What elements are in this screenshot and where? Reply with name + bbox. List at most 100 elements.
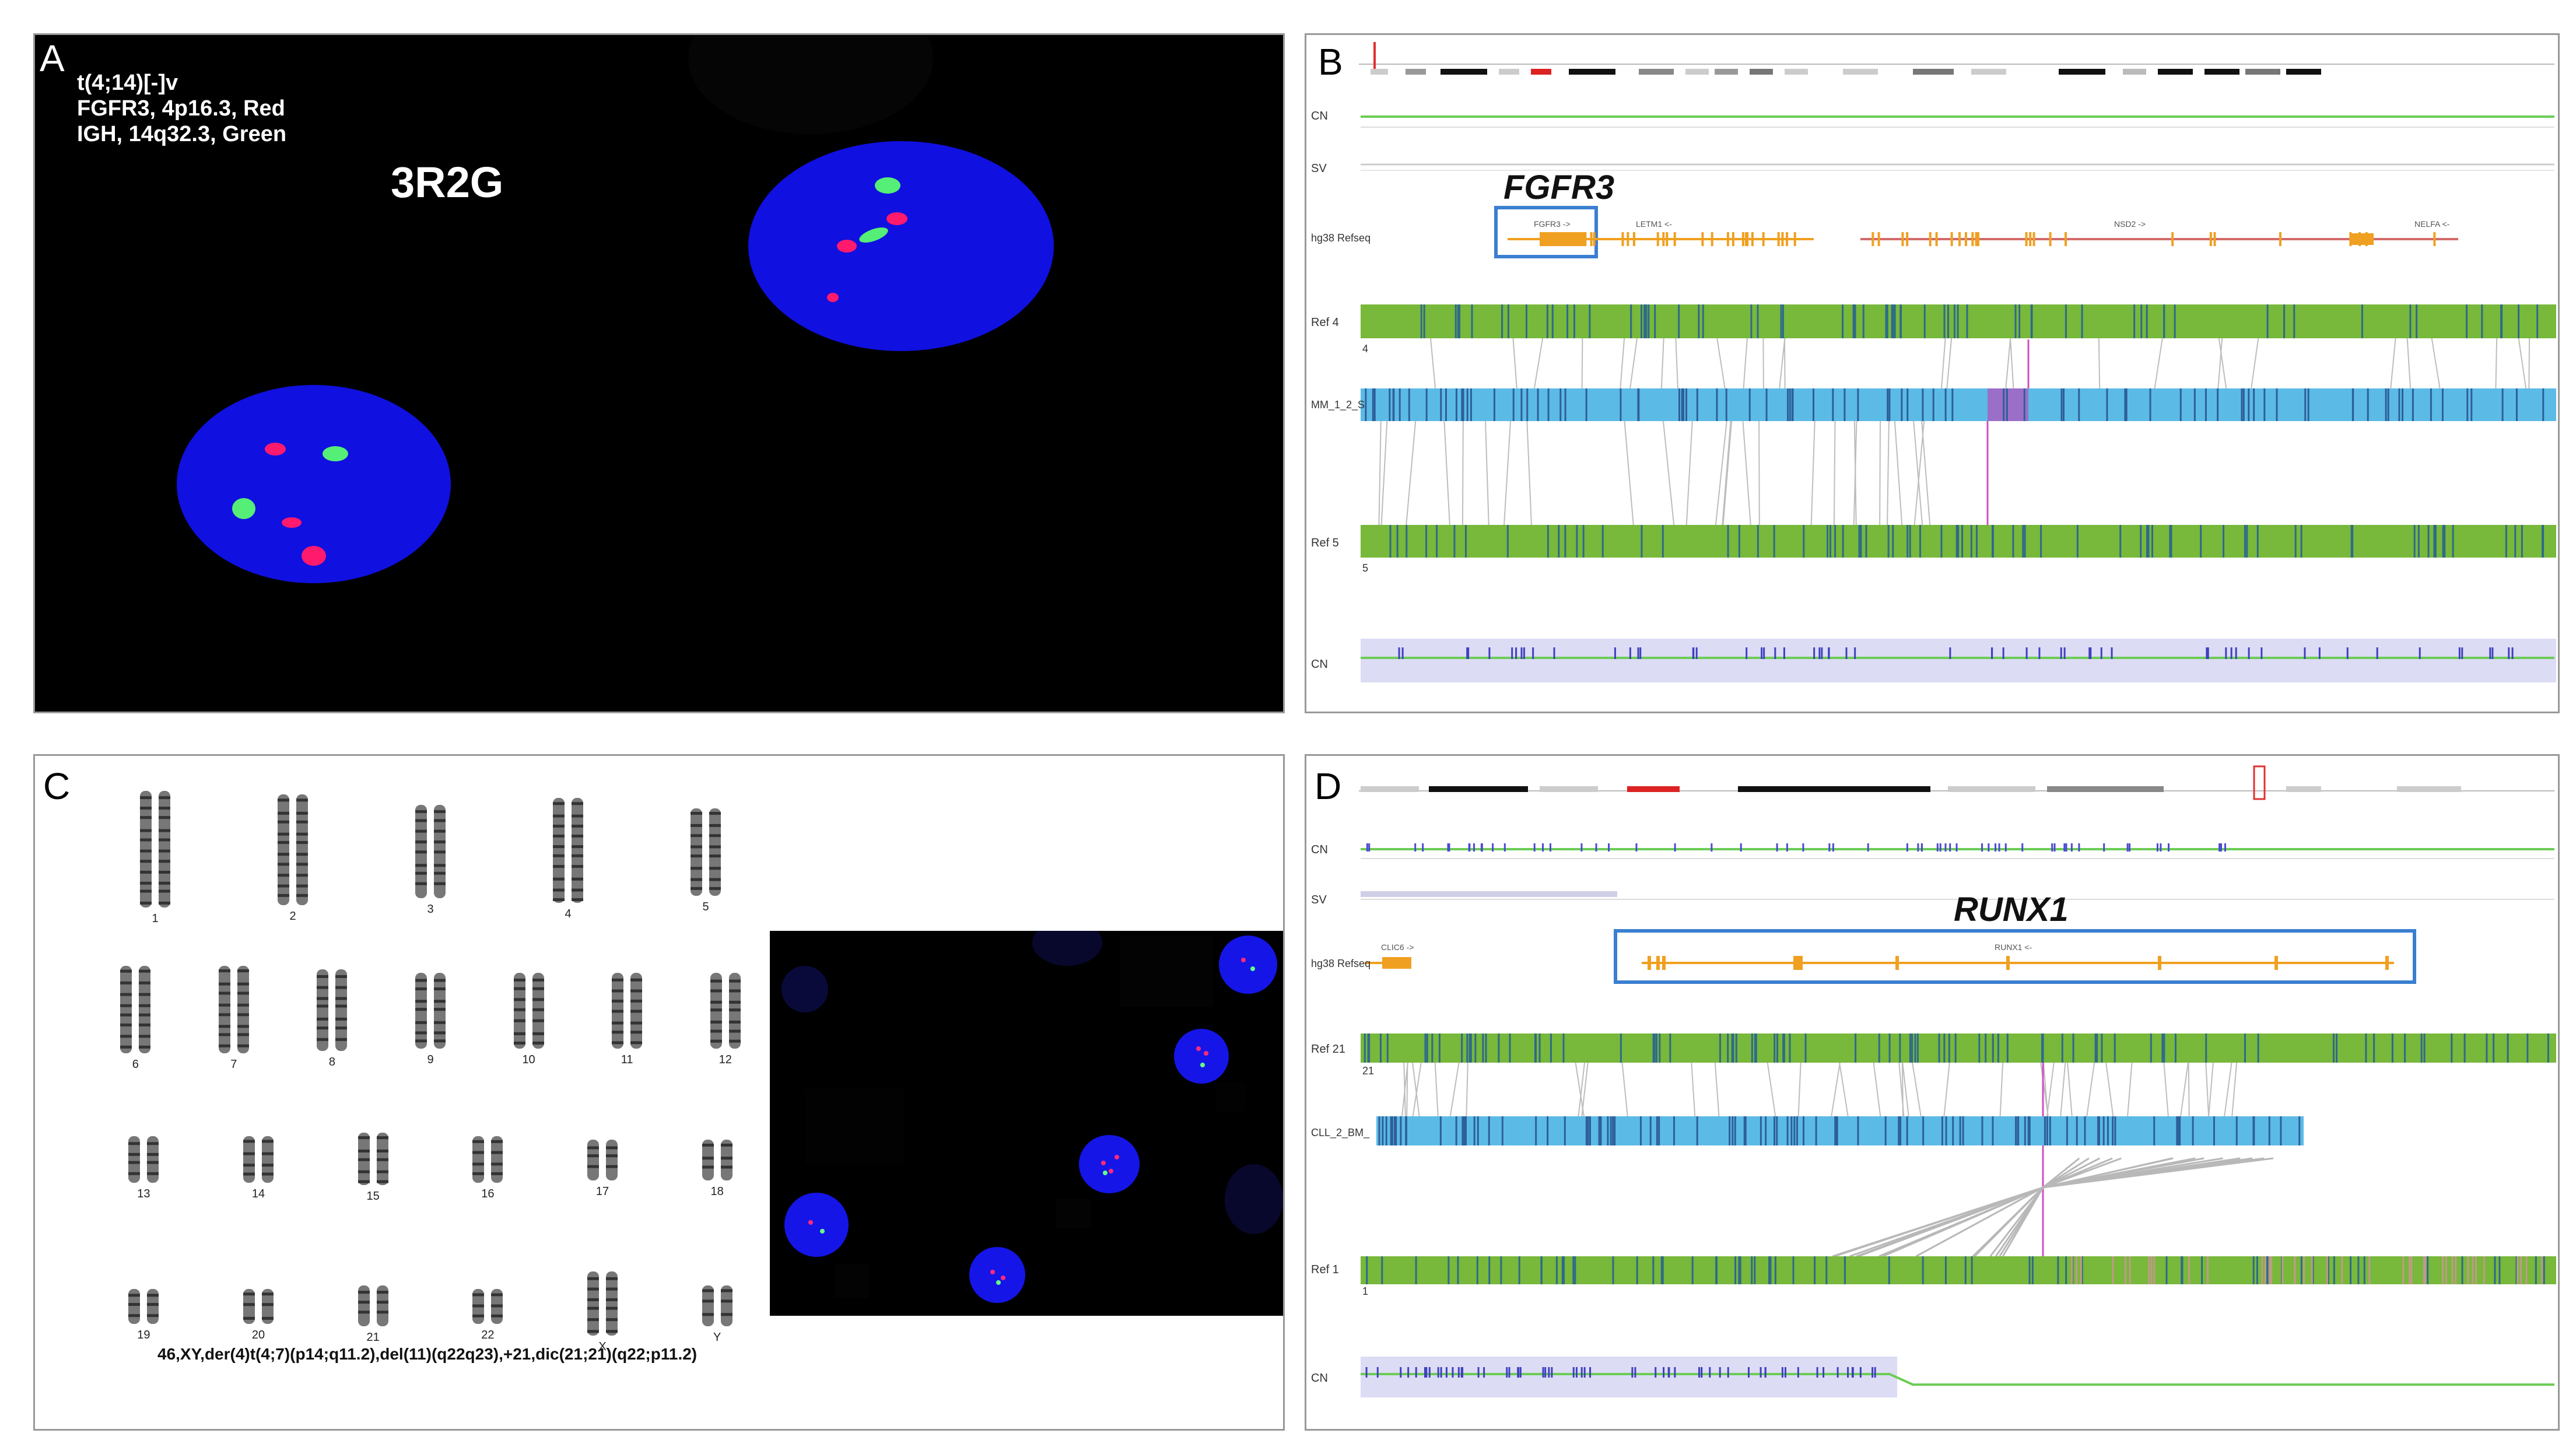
chromosome-pair: 16 <box>465 1136 512 1212</box>
chromosome-pair: 9 <box>408 973 455 1078</box>
green-signal <box>323 446 348 461</box>
red-signal <box>827 293 839 302</box>
chromosome-pair: Y <box>695 1285 742 1355</box>
ref21-number: 21 <box>1362 1065 1375 1077</box>
chromosome-image <box>243 1136 274 1183</box>
red-signal <box>837 240 857 253</box>
chromosome-number: 13 <box>137 1187 150 1200</box>
chromosome-pair: X <box>580 1271 627 1365</box>
track-label-sv: SV <box>1311 162 1327 175</box>
chromosome-number: 16 <box>481 1187 495 1200</box>
chromosome-number: 15 <box>366 1190 380 1203</box>
chromosome-pair: 15 <box>351 1133 398 1214</box>
chromosome-pair: 7 <box>212 966 258 1082</box>
dark-region <box>688 35 933 134</box>
chromosome-pair: 11 <box>605 973 651 1078</box>
panel-a-info: t(4;14)[-]v FGFR3, 4p16.3, Red IGH, 14q3… <box>77 70 286 147</box>
chromosome-number: Y <box>713 1331 721 1344</box>
fgfr3-highlight-box <box>1494 206 1598 258</box>
fgfr3-gene-label: FGFR3 <box>1503 169 1615 206</box>
track-label-ref5: Ref 5 <box>1311 537 1339 549</box>
chromosome-pair: 2 <box>271 794 317 934</box>
nucleus-1 <box>748 141 1054 351</box>
ref1-number: 1 <box>1362 1285 1369 1297</box>
nucleus-2 <box>177 385 451 583</box>
chromosome-image <box>128 1136 159 1183</box>
chromosome-number: 1 <box>152 912 159 925</box>
red-signal <box>886 212 907 225</box>
nucleus <box>1219 936 1277 994</box>
runx1-gene-label: RUNX1 <box>1954 891 2069 929</box>
chromosome-image <box>553 798 583 903</box>
ruler-ticks <box>1373 42 1376 71</box>
karyotype-formula: 46,XY,der(4)t(4;7)(p14;q11.2),del(11)(q2… <box>157 1345 698 1363</box>
chromosome-number: 19 <box>137 1329 150 1341</box>
nucleus <box>784 1193 849 1257</box>
nucleus <box>1079 1135 1140 1193</box>
cn2-track <box>1361 639 2556 682</box>
chromosome-image <box>587 1271 618 1336</box>
chromosome-image <box>513 973 544 1049</box>
chromosome-pair: 8 <box>310 969 356 1080</box>
chromosome-image <box>472 1136 503 1183</box>
track-label-hg38: hg38 Refseq <box>1311 232 1371 244</box>
runx1-highlight-box <box>1614 929 2416 984</box>
chromosome-pair: 19 <box>121 1289 168 1353</box>
chromosome-pair: 21 <box>351 1285 398 1355</box>
track-label-sample: MM_1_2_S <box>1311 399 1365 411</box>
ideogram-bands <box>1371 69 2321 75</box>
chromosome-number: X <box>598 1340 607 1353</box>
chromosome-number: 22 <box>481 1329 495 1341</box>
ref5-number: 5 <box>1362 562 1369 574</box>
chromosome-image <box>612 973 643 1049</box>
chromosome-image <box>120 966 151 1053</box>
probe-line-2: FGFR3, 4p16.3, Red <box>77 96 285 121</box>
chromosome-pair: 22 <box>465 1289 512 1353</box>
chromosome-image <box>128 1289 159 1324</box>
chromosome-image <box>702 1140 733 1180</box>
genome-browser-b <box>1359 42 2556 682</box>
karyogram: 1 2 3 4 5 6 7 8 9 10 11 12 13 14 15 16 17 18 19 20 21 22 X Y <box>70 768 770 1353</box>
red-signal <box>302 546 326 566</box>
chromosome-number: 21 <box>366 1331 380 1344</box>
chromosome-number: 18 <box>710 1185 724 1198</box>
chromosome-pair: 14 <box>236 1136 283 1212</box>
chromosome-pair: 17 <box>580 1140 627 1210</box>
panel-c-label: C <box>43 765 71 807</box>
probe-line-1: t(4;14)[-]v <box>77 71 178 95</box>
chromosome-pair: 5 <box>684 808 730 925</box>
chromosome-number: 20 <box>251 1329 265 1341</box>
track-label-cn: CN <box>1311 110 1328 122</box>
chromosome-pair: 3 <box>408 805 455 927</box>
chromosome-image <box>243 1289 274 1324</box>
nucleus <box>1174 1029 1229 1084</box>
green-signal <box>859 227 888 243</box>
track-label-ref4: Ref 4 <box>1311 316 1339 329</box>
ref1-track <box>1361 1256 2556 1284</box>
chromosome-image <box>587 1140 618 1180</box>
track-label-hg38: hg38 Refseq <box>1311 958 1371 969</box>
interphase-fish-image <box>770 931 1283 1316</box>
chromosome-image <box>702 1285 733 1326</box>
chromosome-number: 5 <box>702 901 709 913</box>
track-label-ref21: Ref 21 <box>1311 1043 1345 1056</box>
gene-name-nsd2: NSD2 -> <box>2114 219 2146 229</box>
chromosome-image <box>358 1133 388 1185</box>
chromosome-number: 9 <box>427 1053 434 1066</box>
gene-name-nelfa: NELFA <- <box>2414 219 2450 229</box>
panel-a-label: A <box>40 37 65 79</box>
chromosome-number: 12 <box>719 1053 732 1066</box>
chromosome-number: 17 <box>595 1185 609 1198</box>
chromosome-image <box>140 791 170 908</box>
chromosome-pair: 12 <box>703 973 750 1078</box>
panel-a: A t(4;14)[-]v FGFR3, 4p16.3, Red IGH, 14… <box>33 33 1285 713</box>
chromosome-pair: 10 <box>507 973 553 1078</box>
chromosome-number: 3 <box>427 903 434 916</box>
green-signal <box>232 498 255 519</box>
track-label-cn2: CN <box>1311 658 1328 671</box>
chromosome-number: 2 <box>289 910 296 923</box>
chromosome-image <box>472 1289 503 1324</box>
track-label-cn: CN <box>1311 843 1328 856</box>
gene-name-fgfr3: FGFR3 -> <box>1534 219 1571 229</box>
chromosome-image <box>415 805 446 898</box>
